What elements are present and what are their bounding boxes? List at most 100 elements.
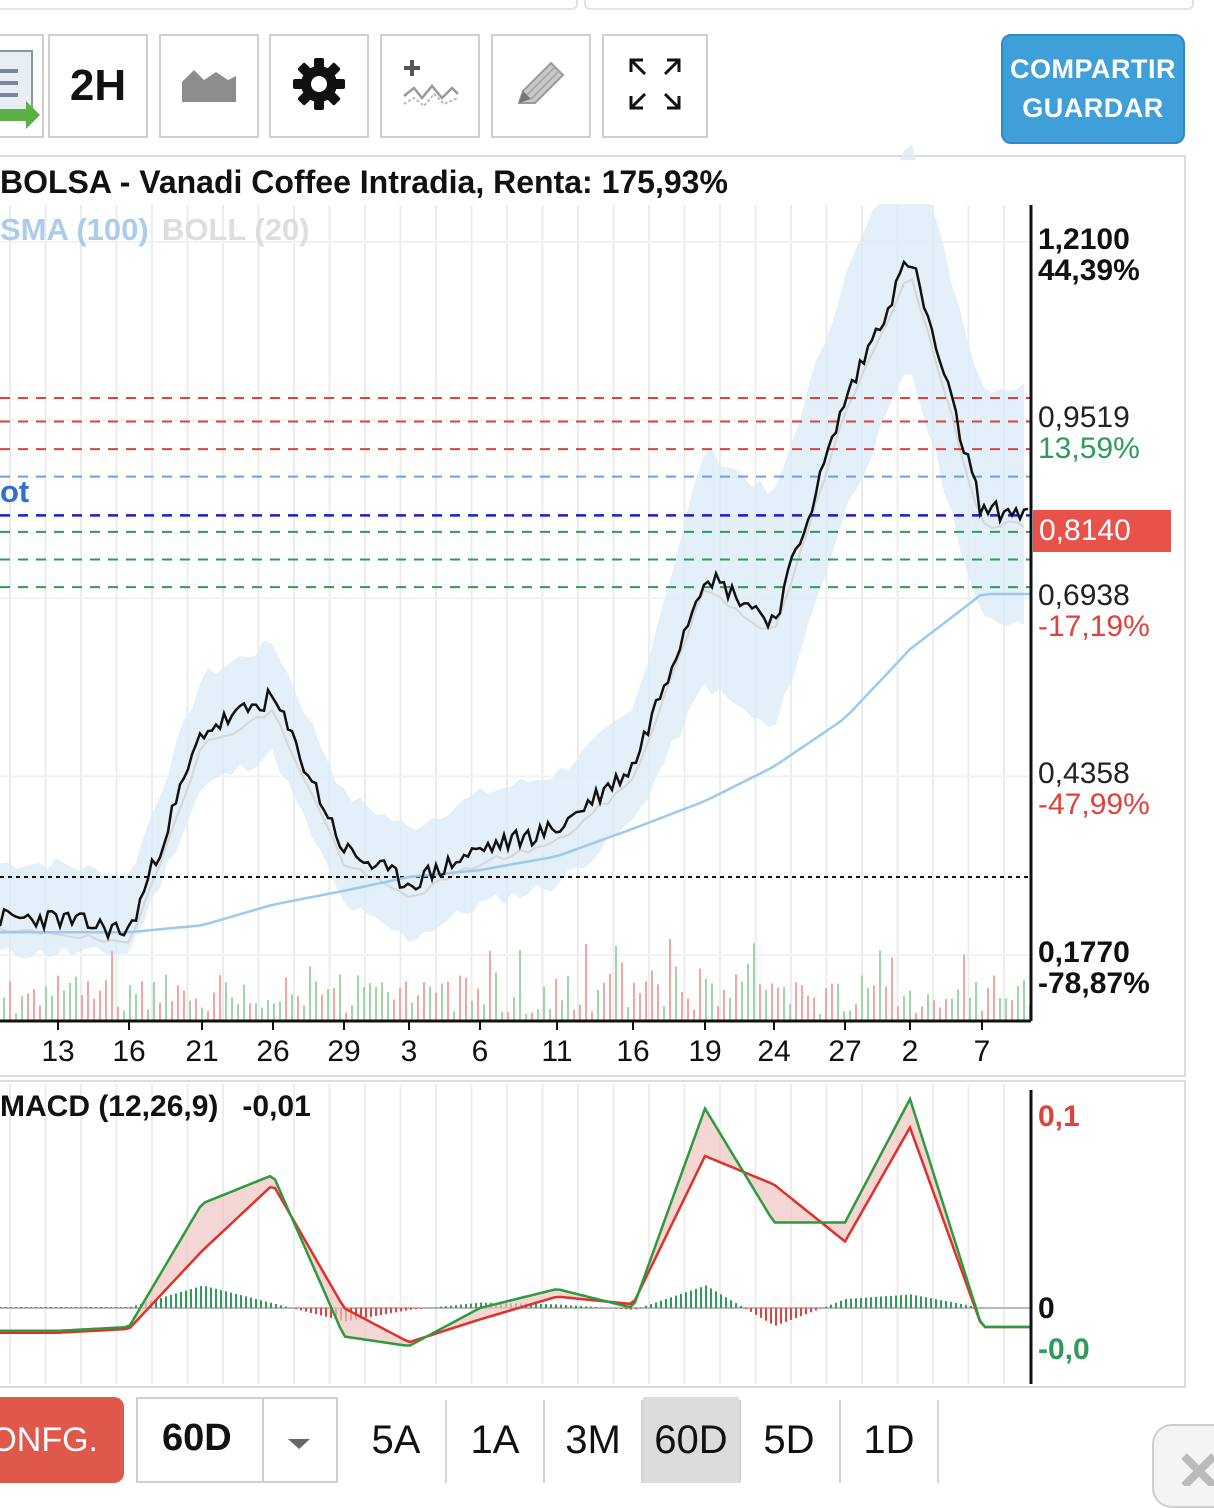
- histogram-bar: [320, 1308, 322, 1315]
- macd-chart[interactable]: [0, 0, 1214, 1400]
- range-5a[interactable]: 5A: [348, 1397, 444, 1483]
- histogram-bar: [255, 1299, 257, 1308]
- histogram-bar: [35, 1307, 37, 1308]
- histogram-bar: [220, 1290, 222, 1308]
- histogram-bar: [160, 1298, 162, 1308]
- histogram-bar: [920, 1296, 922, 1308]
- histogram-bar: [245, 1296, 247, 1308]
- histogram-bar: [235, 1294, 237, 1308]
- histogram-bar: [915, 1295, 917, 1308]
- histogram-bar: [180, 1292, 182, 1308]
- histogram-bar: [675, 1296, 677, 1308]
- histogram-bar: [955, 1303, 957, 1308]
- histogram-bar: [535, 1304, 537, 1308]
- signal-line: [0, 1128, 1030, 1342]
- histogram-bar: [100, 1307, 102, 1308]
- histogram-bar: [560, 1305, 562, 1308]
- histogram-bar: [880, 1297, 882, 1308]
- histogram-bar: [685, 1292, 687, 1308]
- histogram-bar: [270, 1303, 272, 1308]
- histogram-bar: [450, 1306, 452, 1308]
- histogram-bar: [565, 1305, 567, 1308]
- config-button[interactable]: ONFG.: [0, 1397, 124, 1483]
- histogram-bar: [80, 1307, 82, 1308]
- histogram-bar: [540, 1304, 542, 1308]
- histogram-bar: [905, 1295, 907, 1308]
- period-select[interactable]: 60D: [136, 1397, 338, 1483]
- histogram-bar: [705, 1286, 707, 1309]
- histogram-bar: [835, 1303, 837, 1308]
- histogram-bar: [75, 1307, 77, 1308]
- histogram-bar: [615, 1308, 617, 1309]
- histogram-bar: [295, 1308, 297, 1309]
- histogram-bar: [40, 1307, 42, 1308]
- histogram-bar: [260, 1300, 262, 1308]
- close-button[interactable]: [1152, 1424, 1214, 1508]
- histogram-bar: [720, 1294, 722, 1308]
- macd-title: MACD (12,26,9)-0,01: [0, 1090, 311, 1124]
- range-1d[interactable]: 1D: [841, 1397, 937, 1483]
- histogram-bar: [60, 1307, 62, 1308]
- histogram-bar: [170, 1295, 172, 1308]
- histogram-bar: [590, 1307, 592, 1308]
- histogram-bar: [395, 1308, 397, 1312]
- histogram-bar: [45, 1307, 47, 1308]
- close-icon: [1154, 1473, 1214, 1490]
- histogram-bar: [790, 1308, 792, 1320]
- histogram-bar: [750, 1308, 752, 1312]
- histogram-bar: [950, 1302, 952, 1308]
- histogram-bar: [600, 1307, 602, 1308]
- range-3m[interactable]: 3M: [545, 1397, 641, 1483]
- config-label: ONFG.: [0, 1421, 98, 1460]
- histogram-bar: [275, 1304, 277, 1308]
- histogram-bar: [420, 1308, 422, 1309]
- histogram-bar: [735, 1303, 737, 1308]
- histogram-bar: [670, 1297, 672, 1308]
- histogram-bar: [460, 1305, 462, 1308]
- histogram-bar: [385, 1308, 387, 1314]
- histogram-bar: [755, 1308, 757, 1315]
- histogram-bar: [855, 1298, 857, 1308]
- histogram-bar: [135, 1305, 137, 1308]
- histogram-bar: [305, 1308, 307, 1312]
- histogram-bar: [445, 1306, 447, 1308]
- chevron-down-icon: [288, 1439, 310, 1449]
- histogram-bar: [830, 1305, 832, 1308]
- histogram-bar: [930, 1298, 932, 1308]
- histogram-bar: [825, 1307, 827, 1308]
- histogram-bar: [55, 1307, 57, 1308]
- histogram-bar: [620, 1308, 622, 1309]
- histogram-bar: [375, 1308, 377, 1316]
- histogram-bar: [695, 1289, 697, 1308]
- macd-value: -0,01: [242, 1090, 310, 1123]
- range-60d[interactable]: 60D: [643, 1397, 739, 1483]
- histogram-bar: [660, 1301, 662, 1308]
- histogram-bar: [795, 1308, 797, 1318]
- macd-y-label: -0,0: [1038, 1333, 1090, 1367]
- divider: [937, 1400, 939, 1483]
- histogram-bar: [310, 1308, 312, 1313]
- range-5d[interactable]: 5D: [741, 1397, 837, 1483]
- histogram-bar: [455, 1305, 457, 1308]
- histogram-bar: [165, 1296, 167, 1308]
- histogram-bar: [745, 1308, 747, 1309]
- histogram-bar: [195, 1288, 197, 1308]
- histogram-bar: [30, 1307, 32, 1308]
- histogram-bar: [50, 1307, 52, 1308]
- histogram-bar: [380, 1308, 382, 1315]
- histogram-bar: [800, 1308, 802, 1316]
- histogram-bar: [550, 1304, 552, 1308]
- histogram-bar: [860, 1298, 862, 1308]
- histogram-bar: [585, 1306, 587, 1308]
- histogram-bar: [215, 1289, 217, 1308]
- histogram-bar: [105, 1307, 107, 1308]
- range-1a[interactable]: 1A: [447, 1397, 543, 1483]
- histogram-bar: [230, 1293, 232, 1308]
- histogram-bar: [815, 1308, 817, 1310]
- histogram-bar: [785, 1308, 787, 1322]
- histogram-bar: [935, 1299, 937, 1308]
- histogram-bar: [580, 1306, 582, 1308]
- histogram-bar: [845, 1299, 847, 1308]
- histogram-bar: [710, 1288, 712, 1308]
- histogram-bar: [665, 1299, 667, 1308]
